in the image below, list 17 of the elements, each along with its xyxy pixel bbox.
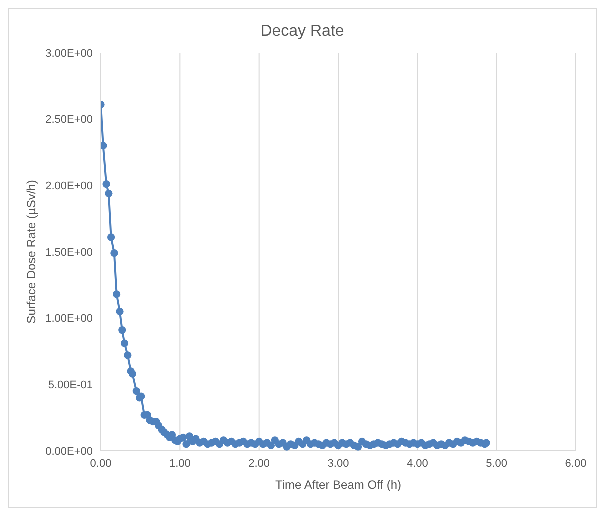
y-axis-title: Surface Dose Rate (µSv/h): [24, 180, 38, 324]
x-axis-title: Time After Beam Off (h): [275, 478, 402, 492]
y-tick-label: 0.00E+00: [46, 446, 93, 458]
x-tick-label: 5.00: [486, 458, 508, 470]
x-tick-label: 6.00: [565, 458, 587, 470]
y-tick-label: 5.00E-01: [48, 380, 93, 392]
y-tick-label: 1.50E+00: [46, 246, 93, 259]
y-tick-label: 1.00E+00: [46, 313, 93, 326]
x-tick-label: 3.00: [328, 458, 350, 470]
x-tick-label: 0.00: [90, 458, 112, 470]
x-tick-label: 2.00: [248, 458, 270, 470]
chart-title: Decay Rate: [260, 23, 346, 41]
y-tick-label: 2.50E+00: [46, 114, 93, 126]
y-tick-label: 2.00E+00: [46, 180, 93, 193]
x-tick-label: 4.00: [406, 458, 428, 470]
y-tick-label: 3.00E+00: [46, 48, 93, 60]
x-tick-label: 1.00: [169, 458, 191, 470]
